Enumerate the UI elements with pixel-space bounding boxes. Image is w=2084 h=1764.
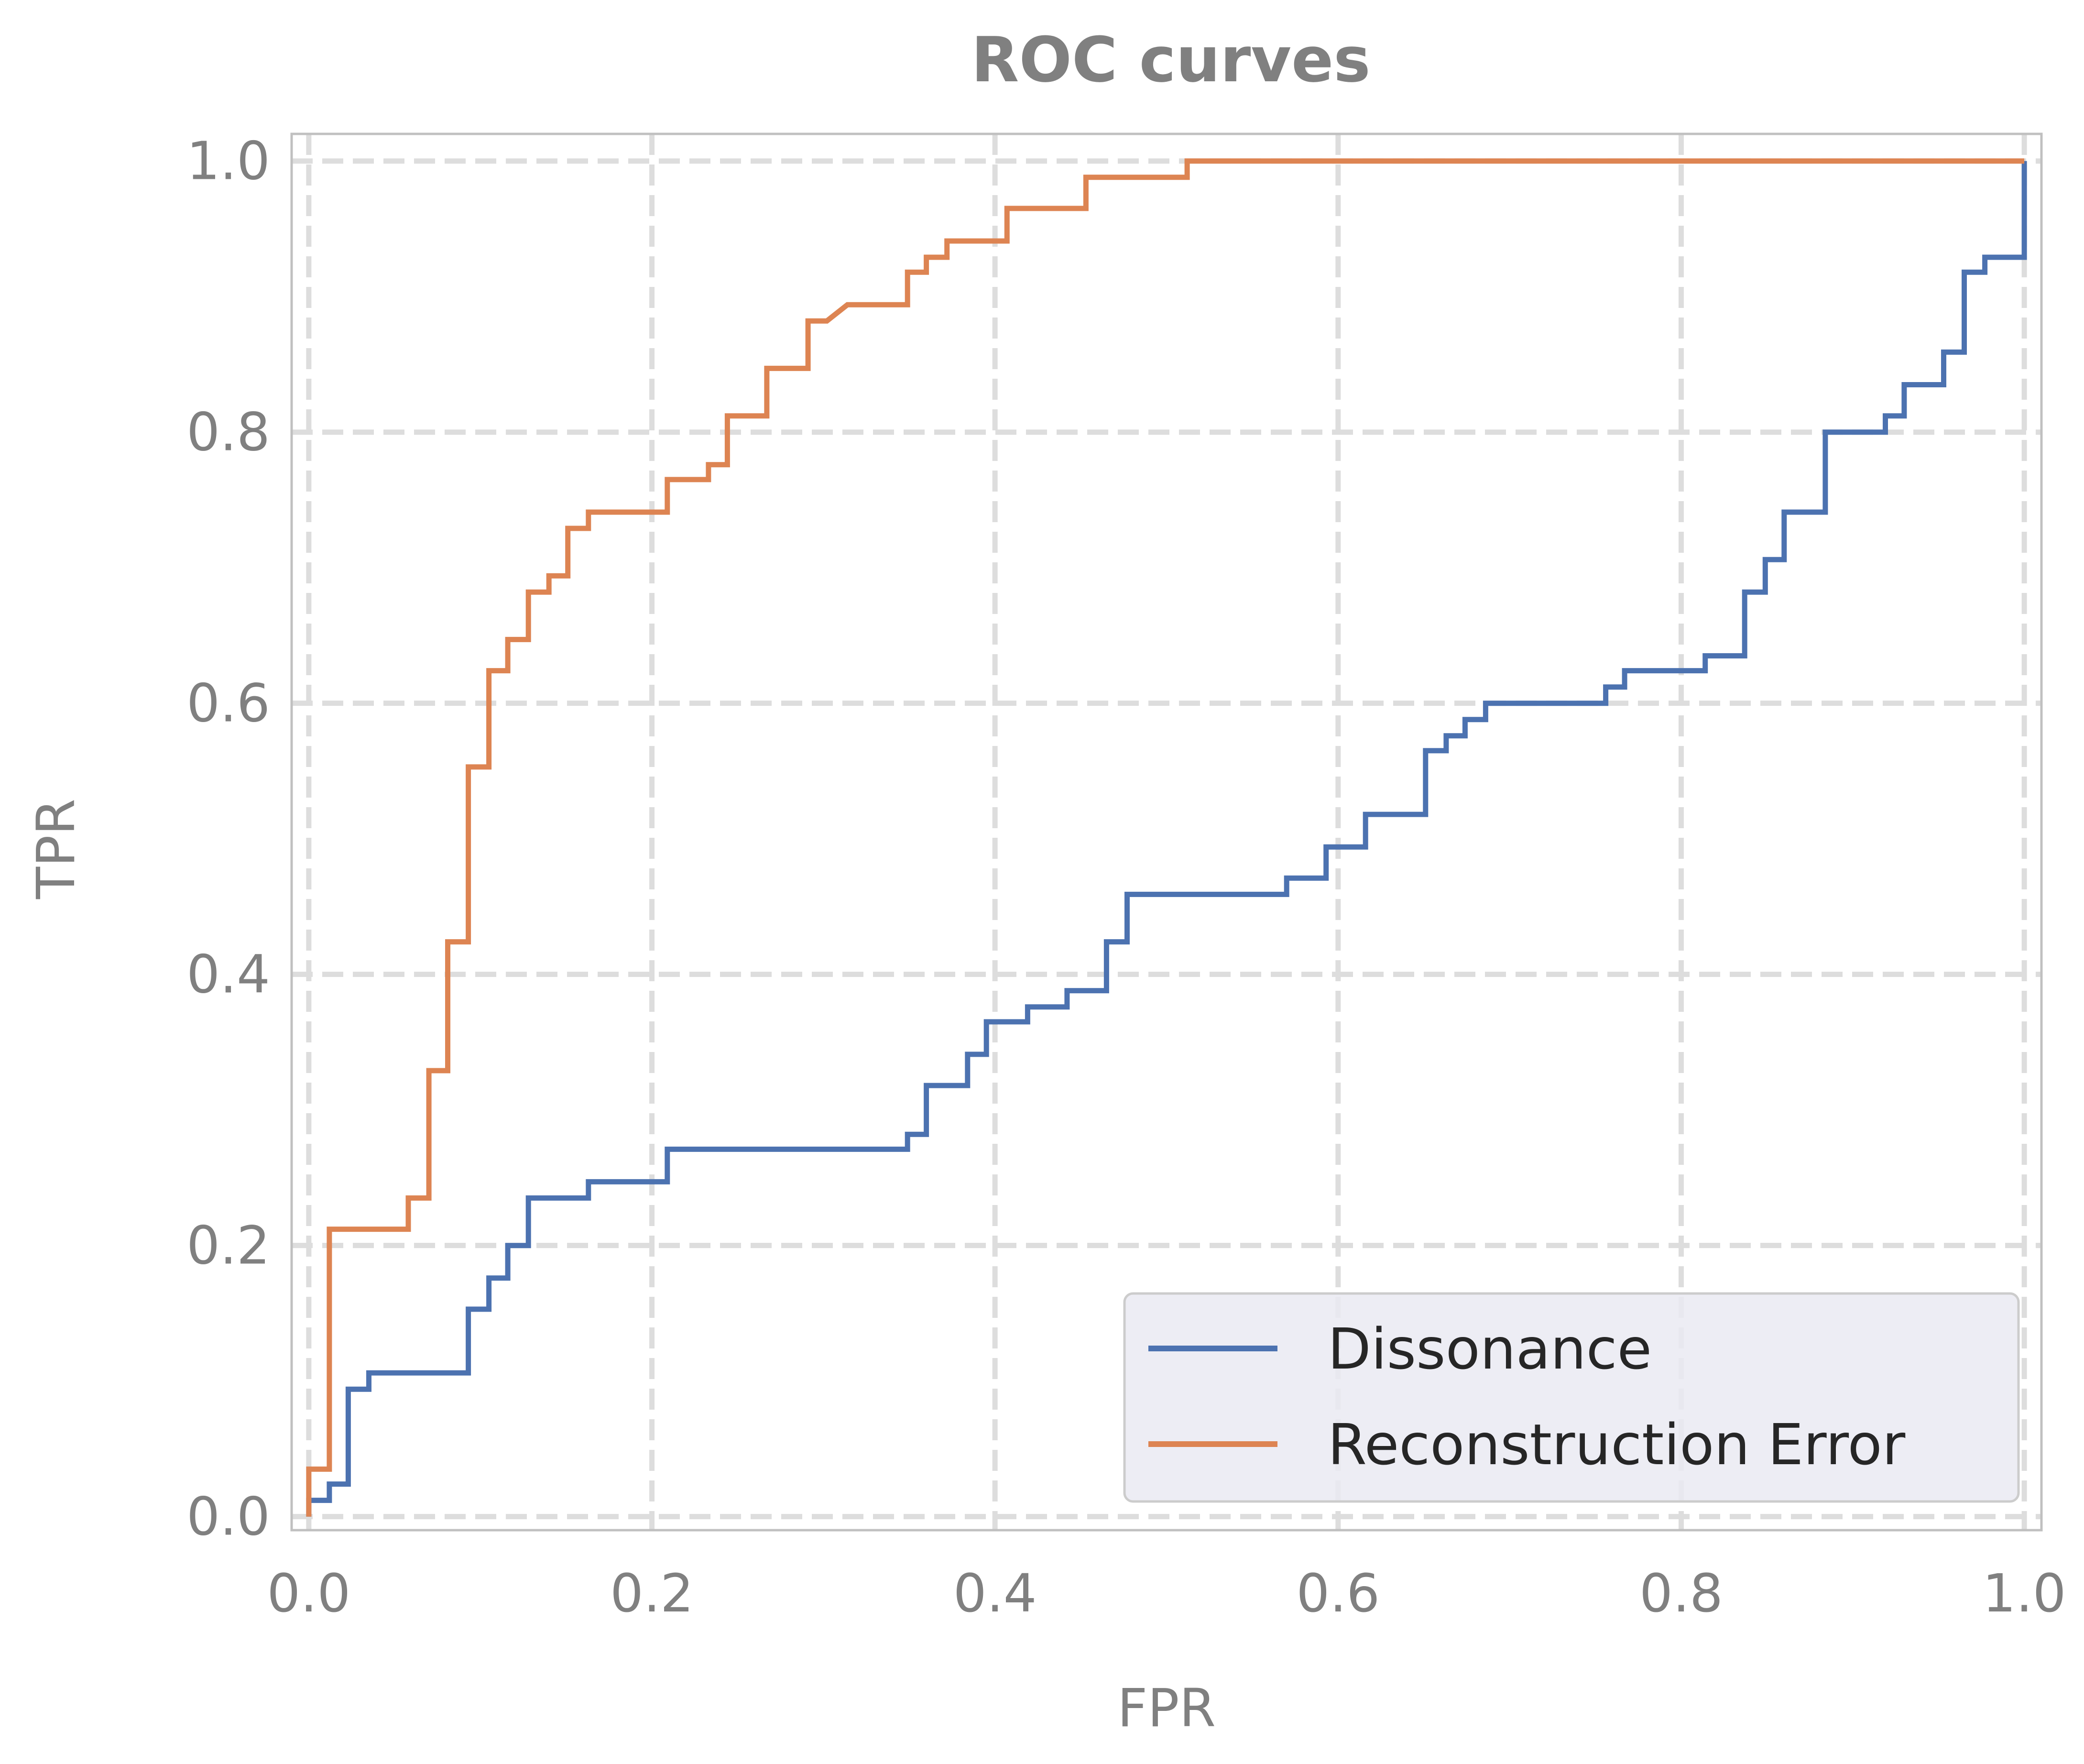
plot-frame — [290, 132, 2043, 1532]
y-tick-label: 0.0 — [186, 1486, 270, 1547]
curve-layer — [306, 158, 2027, 1517]
x-tick-label: 0.2 — [610, 1563, 694, 1624]
y-axis-label: TPR — [25, 799, 87, 899]
x-tick-label: 0.6 — [1296, 1563, 1380, 1624]
chart-title: ROC curves — [971, 23, 1370, 96]
y-tick-label: 0.4 — [186, 944, 270, 1005]
legend-box — [1123, 1292, 2020, 1503]
y-tick-label: 1.0 — [186, 131, 270, 192]
series-line-dissonance — [306, 161, 2027, 1517]
legend-label: Dissonance — [1328, 1316, 1652, 1382]
x-tick-label: 0.8 — [1639, 1563, 1723, 1624]
series-line-reconstruction-error — [306, 158, 2025, 1517]
tick-layer: 0.0 0.2 0.4 0.6 0.8 1.0 0.0 0.2 0.4 0.6 0.8 1.0 — [186, 131, 2066, 1624]
legend: Dissonance Reconstruction Error — [1123, 1292, 2020, 1503]
x-tick-label: 1.0 — [1983, 1563, 2066, 1624]
y-tick-label: 0.8 — [186, 402, 270, 463]
y-tick-label: 0.6 — [186, 673, 270, 734]
y-tick-label: 0.2 — [186, 1215, 270, 1276]
legend-label: Reconstruction Error — [1328, 1412, 1906, 1478]
x-tick-label: 0.0 — [267, 1563, 350, 1624]
x-tick-label: 0.4 — [953, 1563, 1037, 1624]
x-axis-label: FPR — [1117, 1677, 1216, 1739]
